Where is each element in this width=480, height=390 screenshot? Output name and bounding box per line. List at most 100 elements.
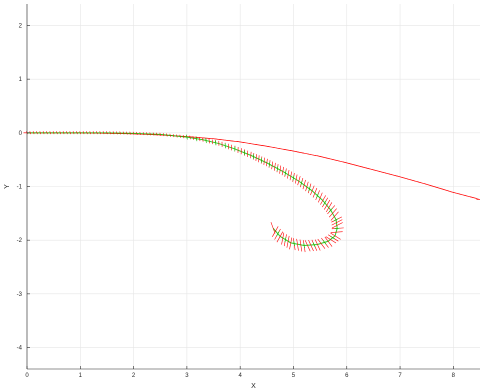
series-1-segment	[249, 143, 258, 145]
series-1-segment	[269, 146, 277, 149]
series-2-accent	[330, 236, 336, 240]
x-tick-label: 5	[292, 373, 296, 379]
x-tick-label: 2	[132, 373, 136, 379]
series-2-accent	[205, 138, 207, 144]
series-1-segment	[236, 141, 244, 143]
series-1-segment	[223, 139, 231, 142]
series-2-whisker	[126, 131, 128, 135]
series-2-whisker	[281, 166, 284, 176]
series-2-whisker	[250, 151, 252, 159]
plot-area	[23, 131, 480, 253]
series-2-accent	[333, 218, 339, 222]
series-2-whisker	[258, 155, 260, 163]
series-2-whisker	[49, 131, 52, 135]
series-2-whisker	[330, 231, 343, 233]
y-tick-label: -2	[17, 238, 23, 244]
series-1-segment	[389, 173, 397, 177]
series-2-whisker	[297, 176, 301, 186]
series-1-segment	[190, 136, 198, 138]
series-2-whisker	[109, 131, 111, 135]
series-2-accent	[322, 240, 327, 245]
series-1-segment	[416, 181, 424, 184]
ticks: 0 1 2 3 4 5 6 7 8 2 1 0 -1 -2 -3 -4	[17, 23, 456, 379]
series-1-segment	[423, 183, 431, 186]
series-1-segment	[283, 148, 291, 151]
series-2-whisker	[270, 222, 276, 234]
series-2-whisker	[317, 238, 326, 249]
series-2-whisker	[169, 133, 171, 137]
series-2-whisker	[52, 131, 55, 135]
series-2-whisker	[182, 134, 185, 139]
series-2-whisker	[179, 134, 181, 138]
x-tick-label: 8	[452, 373, 456, 379]
series-2-accent	[323, 200, 327, 206]
series-2-whisker	[29, 131, 32, 135]
series-2-whisker	[331, 219, 343, 226]
series-2-accent	[300, 180, 303, 186]
series-1-segment	[443, 189, 451, 192]
series-2-whisker	[271, 161, 274, 170]
series-2-whisker	[286, 235, 290, 248]
series-2-whisker	[36, 131, 38, 135]
series-2-whisker	[152, 132, 155, 136]
x-tick-label: 0	[25, 373, 29, 379]
series-2-whisker	[99, 131, 102, 135]
series-1-segment	[349, 163, 357, 166]
series-2-whisker	[162, 133, 165, 137]
series-2-whisker	[331, 222, 343, 229]
series-2-whisker	[116, 131, 118, 135]
series-2-whisker	[66, 131, 68, 135]
series-2-whisker	[146, 132, 148, 136]
series-2-whisker	[281, 232, 285, 245]
grid	[26, 4, 480, 369]
series-2-whisker	[289, 237, 293, 250]
series-2-whisker	[139, 131, 141, 136]
series-1-segment	[229, 140, 238, 142]
series-2-whisker	[325, 236, 337, 244]
series-2-whisker	[136, 131, 138, 135]
series-2-whisker	[82, 131, 85, 135]
series-1-segment	[256, 144, 264, 147]
series-2-whisker	[211, 139, 214, 145]
series-2-accent	[303, 243, 305, 249]
series-2-accent	[292, 175, 295, 181]
series-2-whisker	[312, 187, 318, 198]
series-1-segment	[336, 160, 344, 163]
series-2-whisker	[76, 131, 78, 135]
series-1-segment	[376, 170, 384, 173]
series-2-whisker	[198, 137, 201, 142]
x-tick-label: 4	[239, 373, 243, 379]
series-2-whisker	[106, 131, 108, 135]
series-2-accent	[195, 136, 198, 142]
series-2-whisker	[255, 154, 257, 161]
series-2-whisker	[96, 131, 98, 135]
x-axis-label: X	[251, 383, 256, 390]
series-2-whisker	[266, 158, 268, 167]
series-2-whisker	[62, 131, 65, 135]
series-2-whisker	[324, 236, 333, 247]
series-2-whisker	[310, 185, 315, 196]
series-2-whisker	[272, 226, 279, 237]
series-1-segment	[369, 168, 377, 172]
series-2-whisker	[192, 136, 194, 140]
y-tick-label: 0	[19, 131, 23, 137]
series-2-whisker	[119, 131, 121, 135]
series-2-whisker	[129, 131, 131, 135]
series-1-segment	[463, 194, 471, 198]
series-2-whisker	[79, 131, 82, 135]
series-1-segment	[329, 158, 337, 161]
series-1-segment	[449, 191, 457, 194]
series-2-whisker	[208, 138, 210, 144]
series-2-accent	[268, 161, 271, 167]
series-2-whisker	[56, 131, 58, 135]
x-tick-label: 1	[79, 373, 83, 379]
series-2-accent	[312, 242, 316, 248]
series-2-whisker	[296, 238, 299, 251]
series-2-whisker	[59, 131, 62, 135]
series-1-segment	[203, 137, 211, 139]
series-1-segment	[409, 179, 417, 182]
series-2-whisker	[308, 239, 314, 252]
series-2-whisker	[132, 131, 135, 135]
series-2-accent	[284, 237, 287, 243]
series-2-whisker	[289, 171, 293, 181]
